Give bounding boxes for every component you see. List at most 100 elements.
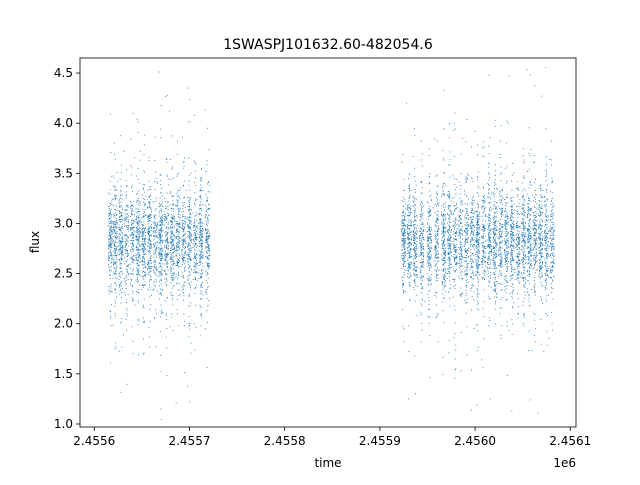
data-point (166, 240, 168, 242)
data-point (155, 268, 157, 269)
data-point (428, 257, 430, 259)
data-point (482, 226, 484, 228)
data-point (113, 243, 115, 245)
data-point (192, 243, 194, 244)
data-point (119, 248, 121, 250)
data-point (473, 299, 475, 301)
data-point (161, 201, 163, 203)
data-point (428, 237, 430, 239)
data-point (195, 211, 197, 213)
data-point (194, 244, 196, 246)
data-point (125, 280, 127, 281)
data-point (475, 264, 477, 266)
data-point (194, 266, 196, 267)
data-point (199, 218, 201, 220)
data-point (205, 214, 207, 216)
data-point (460, 252, 462, 254)
data-point (421, 279, 423, 281)
data-point (476, 296, 478, 298)
data-point (126, 194, 127, 196)
data-point (413, 287, 415, 289)
data-point (412, 231, 414, 233)
data-point (415, 245, 417, 247)
data-point (161, 222, 163, 224)
data-point (198, 278, 200, 280)
data-point (443, 257, 445, 259)
data-point (416, 254, 418, 256)
data-point (443, 268, 445, 270)
data-point (113, 227, 115, 229)
data-point (142, 254, 144, 256)
data-point (442, 289, 444, 291)
data-point (477, 207, 479, 209)
data-point (199, 257, 201, 259)
data-point (460, 287, 462, 289)
data-point (428, 205, 430, 207)
data-point (124, 218, 126, 219)
data-point (477, 303, 479, 305)
data-point (464, 232, 466, 234)
data-point (207, 182, 209, 184)
data-point (420, 251, 422, 253)
data-point (115, 190, 117, 191)
data-point (403, 235, 405, 237)
data-point (160, 258, 162, 260)
data-point (144, 274, 146, 276)
data-point (116, 226, 118, 228)
data-point (132, 233, 134, 235)
data-point (430, 279, 432, 281)
data-point (412, 269, 414, 271)
data-point (421, 304, 423, 306)
data-point (194, 257, 196, 259)
data-point (408, 188, 410, 190)
data-point (107, 253, 109, 254)
data-point (172, 233, 174, 235)
data-point (438, 219, 440, 221)
data-point (148, 202, 150, 204)
data-point (453, 245, 455, 247)
data-point (207, 220, 209, 222)
data-point (137, 262, 138, 264)
data-point (444, 228, 446, 230)
data-point (159, 274, 161, 276)
data-point (419, 243, 421, 245)
data-point (454, 358, 456, 360)
data-point (159, 174, 161, 175)
data-point (448, 205, 450, 206)
data-point (189, 286, 191, 288)
data-point (184, 320, 186, 322)
data-point (176, 229, 177, 231)
data-point (206, 238, 208, 240)
data-point (446, 278, 448, 279)
data-point (175, 248, 177, 250)
data-point (441, 301, 443, 303)
data-point (428, 229, 430, 231)
data-point (116, 267, 118, 269)
data-point (160, 220, 162, 222)
data-point (477, 249, 479, 251)
data-point (109, 213, 111, 215)
data-point (468, 281, 470, 283)
data-point (127, 237, 129, 239)
data-point (167, 209, 169, 211)
data-point (443, 265, 445, 267)
data-point (184, 257, 186, 258)
data-point (482, 219, 484, 221)
data-point (143, 307, 145, 309)
data-point (206, 229, 208, 231)
data-point (408, 215, 410, 217)
data-point (171, 222, 173, 223)
data-point (427, 253, 429, 255)
data-point (450, 267, 452, 269)
data-point (419, 266, 421, 268)
data-point (190, 240, 192, 242)
data-point (459, 246, 461, 248)
data-point (191, 241, 192, 243)
data-point (177, 242, 178, 244)
data-point (429, 308, 431, 310)
data-point (149, 309, 151, 310)
data-point (172, 330, 174, 332)
data-point (172, 218, 174, 220)
data-point (181, 238, 183, 240)
data-point (162, 206, 164, 207)
